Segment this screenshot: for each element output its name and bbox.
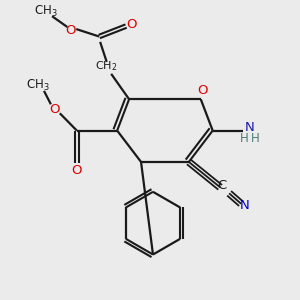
Text: O: O <box>49 103 60 116</box>
Text: O: O <box>197 84 208 98</box>
Text: O: O <box>66 24 76 37</box>
Text: C: C <box>217 179 226 192</box>
Text: N: N <box>245 121 255 134</box>
Text: CH$_3$: CH$_3$ <box>34 4 57 19</box>
Text: CH$_3$: CH$_3$ <box>26 78 50 93</box>
Text: CH$_2$: CH$_2$ <box>94 59 117 73</box>
Text: H: H <box>240 133 249 146</box>
Text: O: O <box>126 18 137 31</box>
Text: O: O <box>72 164 82 177</box>
Text: H: H <box>251 133 260 146</box>
Text: N: N <box>240 199 250 212</box>
